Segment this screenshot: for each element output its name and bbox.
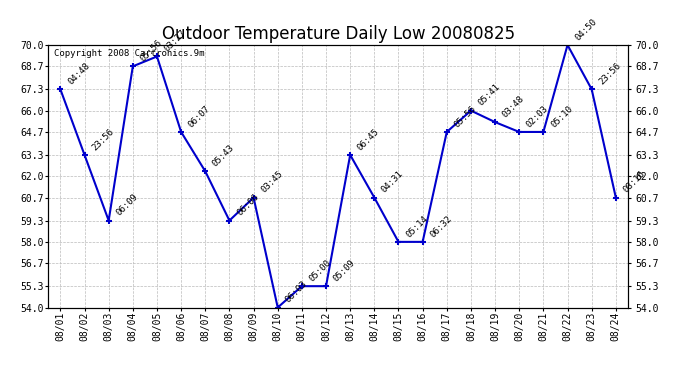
Text: 05:56: 05:56 — [139, 38, 164, 63]
Text: 04:48: 04:48 — [66, 61, 91, 87]
Text: 05:43: 05:43 — [211, 143, 236, 168]
Text: 06:32: 06:32 — [428, 214, 453, 239]
Text: 05:10: 05:10 — [549, 104, 574, 129]
Text: 05:41: 05:41 — [477, 82, 502, 108]
Text: 05:09: 05:09 — [332, 258, 357, 284]
Text: 02:03: 02:03 — [525, 104, 550, 129]
Title: Outdoor Temperature Daily Low 20080825: Outdoor Temperature Daily Low 20080825 — [161, 26, 515, 44]
Text: 06:03: 06:03 — [284, 279, 308, 305]
Text: Copyright 2008 Cartronics.9m: Copyright 2008 Cartronics.9m — [54, 49, 205, 58]
Text: 05:00: 05:00 — [308, 258, 333, 284]
Text: 06:45: 06:45 — [356, 127, 381, 152]
Text: 06:06: 06:06 — [235, 192, 260, 218]
Text: 05:56: 05:56 — [453, 104, 477, 129]
Text: 04:31: 04:31 — [380, 170, 405, 195]
Text: 06:09: 06:09 — [115, 192, 139, 218]
Text: 06:07: 06:07 — [187, 104, 212, 129]
Text: 03:48: 03:48 — [501, 94, 526, 119]
Text: 23:56: 23:56 — [598, 61, 622, 87]
Text: 05:14: 05:14 — [404, 214, 429, 239]
Text: 23:56: 23:56 — [90, 127, 115, 152]
Text: 08:16: 08:16 — [622, 170, 647, 195]
Text: 03:27: 03:27 — [163, 28, 188, 54]
Text: 03:45: 03:45 — [259, 170, 284, 195]
Text: 04:50: 04:50 — [573, 17, 598, 42]
